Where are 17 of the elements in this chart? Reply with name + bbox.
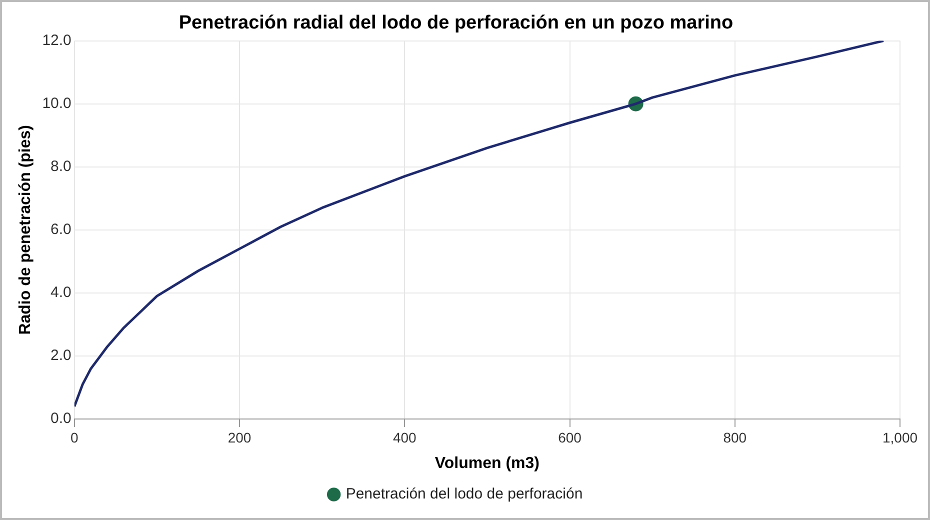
y-tick-label: 12.0 (42, 32, 72, 49)
x-tick-label: 600 (558, 429, 582, 446)
chart-title: Penetración radial del lodo de perforación en un pozo marino (178, 12, 734, 34)
x-tick-label: 1,000 (882, 429, 918, 446)
legend-label: Penetración del lodo de perforación (346, 486, 583, 503)
x-tick-label: 800 (723, 429, 747, 446)
y-tick-label: 0.0 (50, 410, 72, 428)
y-tick-label: 8.0 (50, 158, 72, 176)
y-tick-label: 10.0 (42, 94, 72, 112)
y-tick-label: 6.0 (50, 221, 72, 238)
y-tick-label: 2.0 (50, 347, 72, 364)
y-axis-title: Radio de penetración (pies) (17, 124, 34, 335)
x-tick-label: 400 (392, 429, 417, 446)
x-tick-label: 0 (70, 429, 78, 446)
x-axis-title: Volumen (m3) (434, 454, 540, 472)
x-tick-label: 200 (228, 429, 252, 446)
y-tick-label: 4.0 (50, 284, 72, 302)
